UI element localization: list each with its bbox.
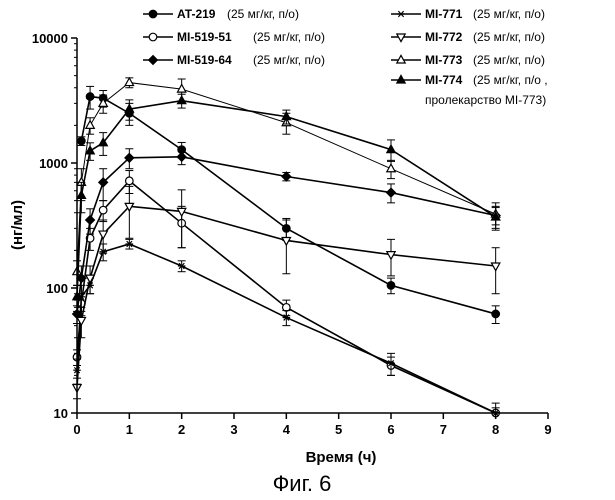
data-point: [97, 136, 109, 147]
data-point: [76, 189, 87, 200]
data-point: [84, 274, 96, 284]
data-point: [76, 316, 87, 327]
y-tick-label: 100: [46, 281, 68, 296]
legend-marker: [395, 33, 407, 43]
x-axis-title: Время (ч): [306, 449, 377, 466]
data-point: [385, 251, 397, 261]
legend-entry-at-219: AT-219 (25 мг/кг, п/о): [143, 7, 299, 21]
y-tick-label: 10: [54, 406, 68, 421]
data-point: [177, 262, 186, 270]
legend-series-name: MI-519-51: [177, 30, 232, 44]
data-point: [385, 162, 397, 173]
data-point: [282, 314, 291, 321]
data-point: [97, 177, 109, 188]
data-point: [124, 103, 135, 113]
x-tick-label: 0: [73, 422, 80, 437]
x-tick-label: 5: [335, 422, 342, 437]
legend-marker: [147, 54, 159, 66]
data-point: [97, 230, 109, 240]
data-point: [176, 83, 187, 93]
data-point: [85, 92, 95, 101]
x-tick-label: 2: [178, 422, 185, 437]
data-point: [84, 145, 96, 155]
legend-entry-mi-774: MI-774 (25 мг/кг, п/о , пролекарство MI-77…: [391, 73, 548, 107]
legend-series-name: MI-772: [425, 30, 463, 44]
data-point: [98, 205, 108, 215]
x-tick-label: 8: [492, 422, 499, 437]
data-point: [387, 359, 395, 367]
y-axis-title: (нг/мл): [9, 200, 26, 250]
data-point: [124, 176, 134, 186]
data-point: [84, 119, 96, 129]
axes: [76, 38, 548, 414]
legend-series-dose-line2: пролекарство MI-773): [425, 93, 546, 107]
legend-series-dose: (25 мг/кг, п/о): [227, 7, 299, 21]
legend-series-dose: (25 мг/кг, п/о): [473, 7, 545, 21]
legend-series-dose: (25 мг/кг, п/о): [473, 30, 545, 44]
legend-entry-mi-771: MI-771 (25 мг/кг, п/о): [391, 7, 545, 21]
series-mi-772: [71, 185, 501, 400]
legend-marker: [397, 10, 405, 18]
legend-series-name: MI-771: [425, 7, 463, 21]
data-point: [124, 202, 135, 213]
error-bar: [177, 189, 186, 249]
data-point: [491, 309, 501, 319]
data-point: [84, 214, 96, 226]
legend: AT-219 (25 мг/кг, п/о) MI-519-51 (25 мг/кг,…: [143, 7, 548, 107]
x-tick-label: 4: [283, 422, 291, 437]
data-point: [76, 136, 86, 146]
legend-series-name: MI-773: [425, 53, 463, 67]
figure-caption: Фиг. 6: [273, 471, 332, 496]
data-point: [385, 143, 397, 154]
legend-series-dose: (25 мг/кг, п/о ,: [473, 73, 548, 87]
x-tick-label: 3: [230, 422, 237, 437]
data-point: [490, 262, 501, 272]
data-point: [281, 110, 292, 121]
data-point: [176, 94, 187, 105]
legend-marker: [395, 54, 407, 64]
data-point: [386, 280, 396, 290]
plot-series: [71, 76, 501, 418]
legend-series-name: MI-774: [425, 73, 463, 87]
data-point: [124, 76, 135, 87]
legend-series-dose: (25 мг/кг, п/о): [473, 53, 545, 67]
series-line: [80, 95, 496, 315]
data-point: [97, 97, 109, 107]
legend-marker: [148, 9, 158, 19]
legend-series-name: MI-519-64: [177, 53, 232, 67]
legend-marker: [148, 32, 158, 42]
data-point: [176, 207, 187, 218]
data-point: [385, 187, 397, 198]
data-point: [281, 171, 292, 182]
data-point: [176, 151, 187, 163]
x-tick-label: 6: [387, 422, 394, 437]
legend-series-dose: (25 мг/кг, п/о): [253, 30, 325, 44]
data-point: [124, 152, 135, 164]
legend-entry-mi-519-64: MI-519-64 (25 мг/кг, п/о): [143, 53, 325, 67]
x-tick-label: 7: [440, 422, 447, 437]
axis-ticks: 10 100 1000 10000 0 1 2 3 4 5 6 7 8 9: [32, 31, 552, 437]
legend-entry-mi-773: MI-773 (25 мг/кг, п/о): [391, 53, 545, 67]
legend-entry-mi-772: MI-772 (25 мг/кг, п/о): [391, 30, 545, 44]
x-tick-label: 1: [126, 422, 133, 437]
data-point: [281, 236, 292, 247]
data-point: [490, 211, 501, 221]
legend-marker: [395, 74, 407, 84]
y-tick-label: 1000: [39, 156, 68, 171]
error-bar: [125, 185, 134, 239]
legend-series-name: AT-219: [177, 7, 216, 21]
legend-series-dose: (25 мг/кг, п/о): [253, 53, 325, 67]
data-point: [281, 302, 291, 312]
error-bar: [387, 352, 395, 376]
data-point: [125, 240, 134, 248]
y-tick-label: 10000: [32, 31, 68, 46]
legend-entry-mi-519-51: MI-519-51 (25 мг/кг, п/о): [143, 30, 325, 44]
x-tick-label: 9: [544, 422, 551, 437]
error-bar: [282, 219, 291, 275]
